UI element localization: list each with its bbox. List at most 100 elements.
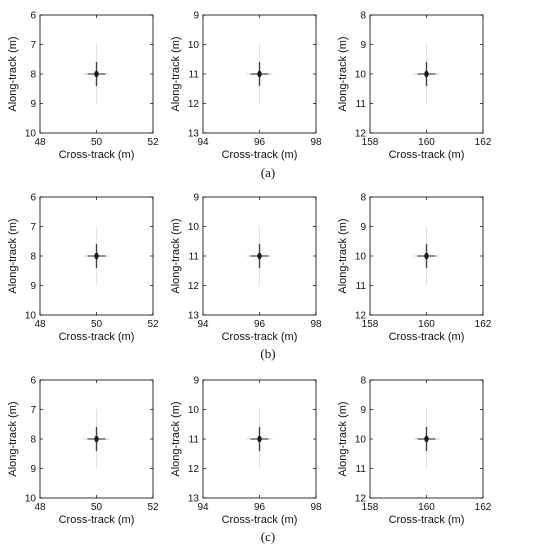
- x-tick-label: 48: [34, 319, 46, 330]
- y-tick-label: 11: [189, 435, 200, 446]
- x-axis-label: Cross-track (m): [222, 514, 298, 526]
- y-tick-label: 6: [30, 376, 36, 387]
- point-target-response: [413, 44, 440, 104]
- x-axis-label: Cross-track (m): [222, 149, 298, 161]
- y-tick-label: 12: [188, 99, 200, 110]
- y-tick-label: 11: [356, 281, 367, 292]
- y-tick-label: 11: [189, 70, 200, 81]
- y-tick-label: 7: [30, 40, 36, 51]
- y-tick-label: 12: [355, 129, 367, 140]
- y-tick-label: 8: [30, 252, 36, 263]
- y-axis-label: Along-track (m): [337, 401, 349, 476]
- peak: [94, 435, 99, 443]
- subfigure-caption: (c): [261, 529, 275, 544]
- x-tick-label: 94: [197, 137, 209, 148]
- peak: [257, 252, 262, 260]
- y-axis-label: Along-track (m): [337, 36, 349, 111]
- y-tick-label: 12: [355, 311, 367, 322]
- y-tick-label: 7: [30, 405, 36, 416]
- point-target-response: [246, 409, 273, 469]
- chart-panel-b-2: 94 96 98 9 10 11 12 13 Cross-track (m) Along-trac…: [170, 193, 322, 344]
- y-tick-label: 9: [30, 99, 36, 110]
- x-axis-label: Cross-track (m): [59, 514, 135, 526]
- y-tick-label: 11: [356, 464, 367, 475]
- chart-panel-b-1: 48 50 52 6 7 8 9 10 Cross-track (m) Along-track (…: [7, 193, 159, 344]
- x-tick-label: 96: [254, 137, 266, 148]
- subfigure-caption: (b): [260, 346, 275, 361]
- y-axis-label: Along-track (m): [170, 218, 182, 293]
- x-tick-label: 98: [310, 502, 322, 513]
- y-axis-label: Along-track (m): [170, 36, 182, 111]
- y-tick-label: 12: [355, 494, 367, 505]
- chart-panel-c-1: 48 50 52 6 7 8 9 10 Cross-track (m) Along-track (…: [7, 376, 159, 527]
- point-target-response: [413, 226, 440, 286]
- point-target-response: [413, 409, 440, 469]
- y-tick-label: 9: [30, 464, 36, 475]
- x-tick-label: 98: [310, 137, 322, 148]
- y-tick-label: 11: [189, 252, 200, 263]
- y-tick-label: 10: [188, 40, 200, 51]
- point-target-response: [246, 44, 273, 104]
- x-axis-label: Cross-track (m): [59, 331, 135, 343]
- x-tick-label: 96: [254, 502, 266, 513]
- y-axis-label: Along-track (m): [7, 218, 19, 293]
- x-tick-label: 162: [475, 137, 492, 148]
- chart-panel-c-2: 94 96 98 9 10 11 12 13 Cross-track (m) Along-trac…: [170, 376, 322, 527]
- y-tick-label: 7: [30, 222, 36, 233]
- x-tick-label: 94: [197, 319, 209, 330]
- x-tick-label: 162: [475, 319, 492, 330]
- peak: [94, 70, 99, 78]
- y-axis-label: Along-track (m): [7, 401, 19, 476]
- y-tick-label: 10: [188, 222, 200, 233]
- x-tick-label: 52: [147, 319, 159, 330]
- y-tick-label: 9: [360, 222, 366, 233]
- point-target-response: [83, 226, 110, 286]
- y-tick-label: 8: [360, 376, 366, 387]
- x-tick-label: 50: [91, 502, 103, 513]
- y-tick-label: 10: [355, 435, 367, 446]
- point-target-response: [83, 409, 110, 469]
- x-axis-label: Cross-track (m): [389, 331, 465, 343]
- x-tick-label: 158: [362, 502, 379, 513]
- x-tick-label: 162: [475, 502, 492, 513]
- y-tick-label: 9: [360, 405, 366, 416]
- x-axis-label: Cross-track (m): [222, 331, 298, 343]
- y-tick-label: 8: [360, 193, 366, 204]
- y-tick-label: 6: [30, 193, 36, 204]
- y-tick-label: 9: [30, 281, 36, 292]
- y-tick-label: 13: [188, 494, 200, 505]
- y-axis-label: Along-track (m): [337, 218, 349, 293]
- x-tick-label: 160: [418, 319, 435, 330]
- x-tick-label: 50: [91, 319, 103, 330]
- y-tick-label: 12: [188, 281, 200, 292]
- x-tick-label: 160: [418, 502, 435, 513]
- peak: [257, 435, 262, 443]
- peak: [424, 435, 429, 443]
- y-tick-label: 13: [188, 129, 200, 140]
- x-tick-label: 50: [91, 137, 103, 148]
- y-tick-label: 8: [30, 70, 36, 81]
- chart-panel-a-3: 158 160 162 8 9 10 11 12 Cross-track (m) Along-tr…: [337, 11, 492, 162]
- x-tick-label: 52: [147, 137, 159, 148]
- x-tick-label: 160: [418, 137, 435, 148]
- peak: [94, 252, 99, 260]
- y-tick-label: 11: [356, 99, 367, 110]
- y-tick-label: 10: [355, 70, 367, 81]
- y-tick-label: 12: [188, 464, 200, 475]
- x-axis-label: Cross-track (m): [389, 514, 465, 526]
- y-axis-label: Along-track (m): [170, 401, 182, 476]
- peak: [424, 70, 429, 78]
- subfigure-caption: (a): [261, 165, 275, 180]
- x-axis-label: Cross-track (m): [389, 149, 465, 161]
- y-tick-label: 10: [355, 252, 367, 263]
- point-target-response: [246, 226, 273, 286]
- peak: [257, 70, 262, 78]
- y-tick-label: 6: [30, 11, 36, 22]
- y-tick-label: 9: [360, 40, 366, 51]
- chart-panel-b-3: 158 160 162 8 9 10 11 12 Cross-track (m) Along-tr…: [337, 193, 492, 344]
- x-tick-label: 48: [34, 502, 46, 513]
- x-tick-label: 158: [362, 137, 379, 148]
- y-tick-label: 10: [25, 129, 37, 140]
- point-target-response: [83, 44, 110, 104]
- x-tick-label: 94: [197, 502, 209, 513]
